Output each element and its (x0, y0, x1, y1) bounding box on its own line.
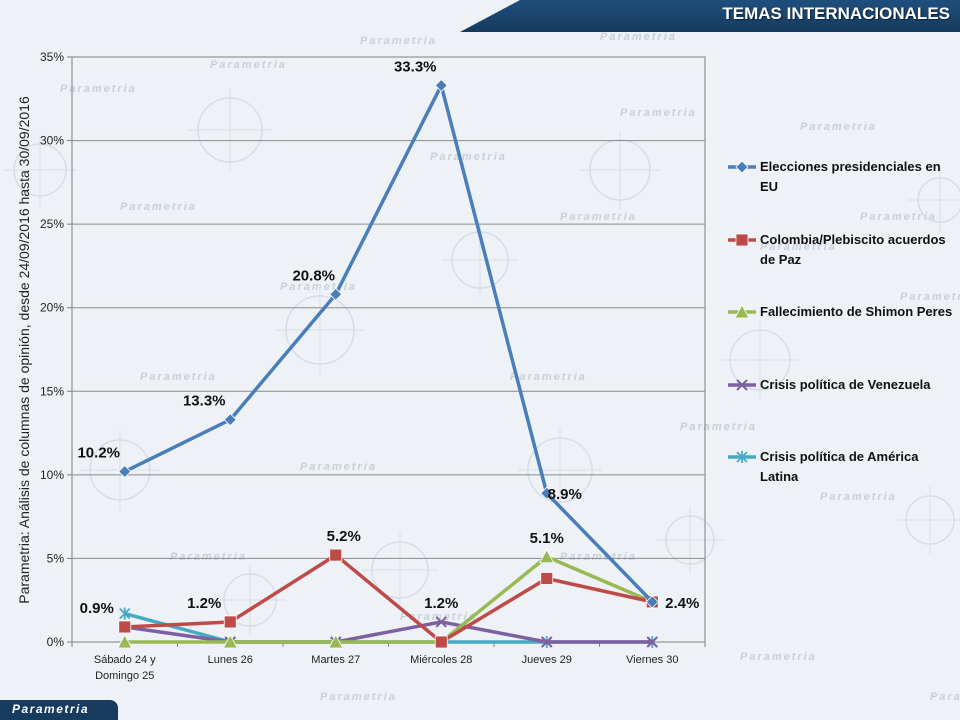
y-tick-label: 0% (47, 635, 65, 649)
data-label: 1.2% (187, 595, 221, 612)
plot-area (71, 56, 706, 643)
data-point (540, 572, 554, 585)
legend-symbol (735, 233, 749, 246)
watermark-text: Parametria (430, 151, 507, 163)
x-tick-label: Domingo 25 (95, 670, 154, 682)
y-tick-label: 35% (40, 50, 64, 64)
data-point (329, 287, 343, 301)
data-point (118, 464, 132, 479)
watermark-text: Parametria (860, 211, 937, 223)
watermark-text: Parametria (170, 551, 247, 563)
data-label: 13.3% (183, 393, 226, 410)
watermark-text: Parametria (930, 691, 960, 703)
x-tick-label: Lunes 26 (208, 654, 253, 666)
watermark-text: Parametria (600, 31, 677, 43)
data-point (117, 634, 133, 649)
series-line (123, 83, 654, 604)
y-tick-label: 30% (40, 134, 64, 148)
legend-label: Fallecimiento de Shimon Peres (760, 304, 953, 319)
x-tick-label: Sábado 24 y (94, 654, 156, 666)
legend-symbol (734, 304, 750, 319)
data-point (539, 548, 555, 564)
watermark-text: Parametria (620, 107, 697, 119)
series-line (124, 553, 653, 644)
data-point (119, 607, 131, 620)
data-point (434, 78, 448, 92)
x-tick-label: Miércoles 28 (410, 654, 472, 666)
data-point (223, 615, 237, 629)
y-tick-label: 5% (47, 551, 65, 565)
data-point (646, 636, 658, 648)
data-point (541, 636, 553, 648)
legend-symbol (736, 451, 748, 463)
watermark-text: Parametria (120, 201, 197, 213)
watermark-text: Parametria (60, 83, 137, 95)
watermark-text: Parametria (680, 421, 757, 433)
data-label: 5.2% (327, 528, 361, 545)
data-label: 0.9% (80, 600, 114, 617)
data-point (540, 486, 554, 500)
watermark-text: Parametria (320, 691, 397, 703)
data-point (434, 635, 448, 649)
data-point (645, 595, 659, 609)
watermark-text: Parametria (300, 461, 377, 473)
data-label: 33.3% (394, 58, 437, 75)
data-point (435, 616, 447, 628)
y-axis-label: Parametria: Análisis de columnas de opin… (16, 96, 32, 604)
watermark-text: Parametria (560, 551, 637, 563)
y-tick-label: 10% (40, 468, 64, 482)
legend-marker (728, 160, 756, 174)
data-point (329, 548, 343, 562)
x-tick-label: Viernes 30 (626, 654, 678, 666)
marker-stroke (435, 616, 447, 628)
y-tick-label: 20% (40, 301, 64, 315)
data-label: 1.2% (424, 595, 458, 612)
data-point (223, 413, 237, 427)
watermark-text: Parametria (760, 241, 837, 253)
data-label: 2.4% (665, 595, 699, 612)
logo-text: Parametria (12, 702, 90, 716)
x-tick-label: Martes 27 (311, 654, 360, 666)
x-tick-label: Jueves 29 (522, 654, 572, 666)
series-0 (118, 78, 659, 609)
data-label: 8.9% (548, 486, 582, 503)
data-point (118, 620, 132, 634)
series-line (124, 555, 653, 644)
header-band (460, 0, 960, 32)
legend-marker (728, 233, 756, 246)
legend-symbol (736, 378, 748, 391)
parametria-logo: Parametria (0, 700, 118, 720)
legend-label: Crisis política de América Latina (760, 449, 919, 484)
y-tick-label: 15% (40, 384, 64, 398)
legend-symbol (735, 160, 749, 174)
watermark-text: Parametria (800, 121, 877, 133)
watermark-text: Parametria (820, 491, 897, 503)
marker-stroke (646, 636, 658, 648)
data-label: 20.8% (292, 267, 335, 284)
legend-label: Crisis política de Venezuela (760, 376, 931, 392)
watermark-text: Parametria (900, 291, 960, 303)
data-point (222, 634, 238, 649)
legend-label: Elecciones presidenciales en EU (760, 159, 941, 194)
y-tick-label: 25% (40, 217, 64, 231)
watermark-text: Parametria (210, 59, 287, 71)
legend-marker (728, 451, 756, 463)
data-point (328, 634, 344, 649)
series-line (124, 620, 653, 644)
watermark-text: Parametria (140, 371, 217, 383)
legend-marker (728, 304, 756, 319)
watermark-text: Parametria (560, 211, 637, 223)
watermark-text: Parametria (360, 35, 437, 47)
watermark-text: Parametria (510, 371, 587, 383)
legend-marker (728, 378, 756, 391)
marker-stroke (541, 636, 553, 648)
watermark-text: Parametria (740, 651, 817, 663)
data-label: 5.1% (530, 530, 564, 547)
data-label: 10.2% (77, 445, 120, 462)
page-title: TEMAS INTERNACIONALES (722, 4, 950, 23)
marker-stroke (736, 378, 748, 391)
legend-label: Colombia/Plebiscito acuerdos de Paz (760, 231, 946, 267)
